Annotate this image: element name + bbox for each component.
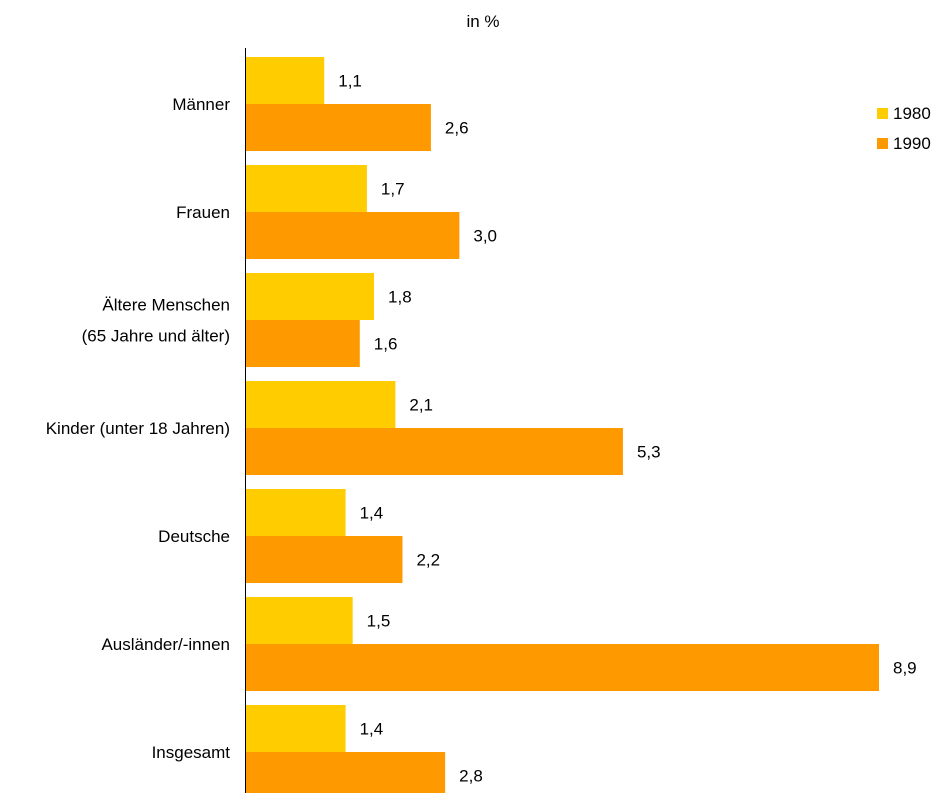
value-label-1990: 2,8 [459, 767, 483, 786]
legend-swatch-1990 [877, 138, 888, 149]
legend-label-1990: 1990 [893, 134, 931, 153]
bar-1980 [246, 57, 325, 104]
value-label-1980: 1,4 [360, 720, 384, 739]
legend: 1980 1990 [877, 104, 931, 153]
value-label-1980: 2,1 [409, 396, 433, 415]
value-label-1990: 2,6 [445, 119, 469, 138]
category-label: Kinder (unter 18 Jahren) [46, 419, 230, 438]
value-label-1980: 1,4 [360, 504, 384, 523]
legend-swatch-1980 [877, 108, 888, 119]
bar-1990 [246, 752, 446, 793]
value-label-1990: 1,6 [374, 335, 398, 354]
bar-1990 [246, 536, 403, 583]
bar-1990 [246, 320, 360, 367]
category-label: Ausländer/-innen [101, 635, 230, 654]
category-label: Ältere Menschen (65 Jahre und älter) [82, 296, 230, 346]
bar-1980 [246, 273, 375, 320]
bar-1990 [246, 212, 460, 259]
bar-1980 [246, 705, 346, 752]
category-label: Frauen [176, 203, 230, 222]
value-label-1980: 1,5 [367, 612, 391, 631]
bar-1980 [246, 597, 353, 644]
value-label-1990: 5,3 [637, 443, 661, 462]
value-label-1980: 1,8 [388, 288, 412, 307]
value-label-1980: 1,7 [381, 180, 405, 199]
legend-label-1980: 1980 [893, 104, 931, 123]
bar-1990 [246, 428, 623, 475]
value-label-1990: 8,9 [893, 659, 917, 678]
bar-1980 [246, 381, 396, 428]
category-label: Insgesamt [152, 743, 231, 762]
bar-1990 [246, 644, 879, 691]
bars-group: Männer 1,1 2,6 Frauen 1,7 3,0 Ältere Menschen(… [46, 57, 917, 793]
bar-1990 [246, 104, 431, 151]
bar-1980 [246, 165, 367, 212]
value-label-1990: 2,2 [416, 551, 440, 570]
bar-1980 [246, 489, 346, 536]
value-label-1990: 3,0 [473, 227, 497, 246]
category-label: Männer [172, 95, 230, 114]
chart-title: in % [466, 12, 499, 31]
value-label-1980: 1,1 [338, 72, 362, 91]
category-label: Deutsche [158, 527, 230, 546]
